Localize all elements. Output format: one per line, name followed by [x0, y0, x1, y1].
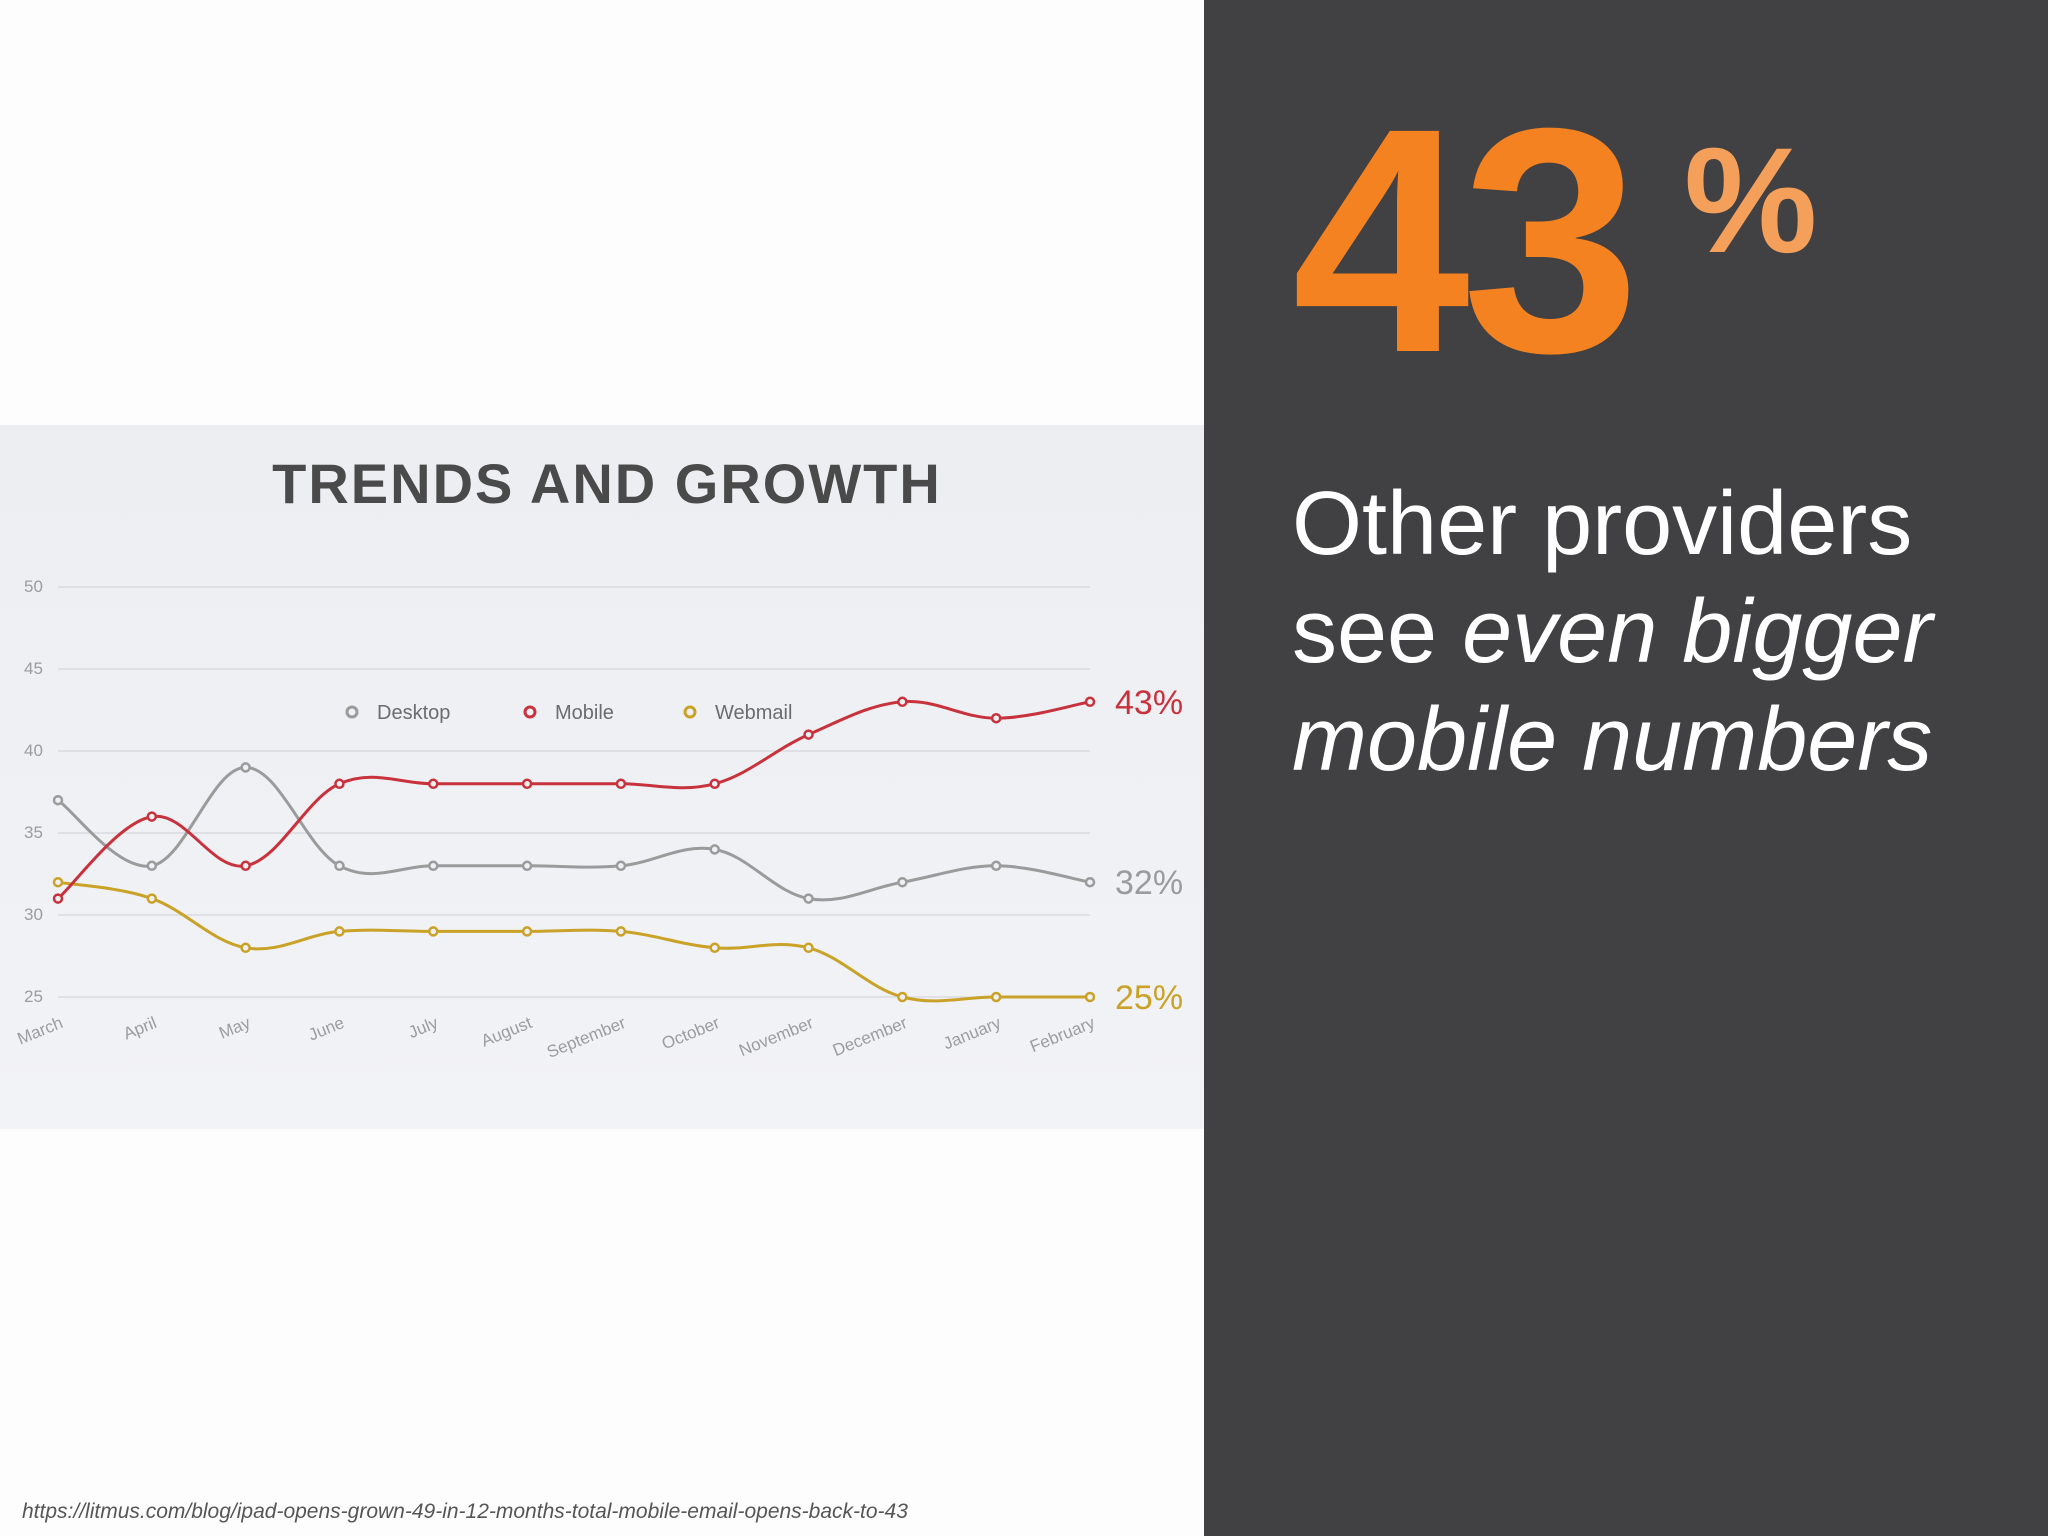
data-point-desktop — [709, 844, 720, 855]
data-point-mobile — [615, 778, 627, 790]
headline-emphasis-2: mobile numbers — [1292, 690, 1933, 790]
data-point-mobile — [240, 860, 251, 872]
big-stat-number: 43 — [1292, 61, 1640, 419]
data-point-desktop — [52, 794, 64, 806]
y-tick-label: 35 — [24, 823, 43, 842]
x-tick-label: March — [15, 1013, 66, 1048]
x-tick-label: August — [478, 1013, 534, 1051]
data-point-mobile — [709, 778, 720, 790]
legend: Desktop Mobile Webmail — [345, 702, 792, 724]
chart-panel: TRENDS AND GROWTH 50 45 40 35 30 25 March Apri… — [0, 425, 1204, 1129]
legend-label: Desktop — [377, 702, 450, 724]
source-url[interactable]: https://litmus.com/blog/ipad-opens-grown… — [22, 1500, 908, 1523]
x-tick-label: September — [544, 1013, 629, 1062]
series-layer — [52, 696, 1096, 1003]
big-stat-percent: % — [1684, 116, 1818, 284]
data-point-desktop — [146, 860, 158, 872]
line-chart: TRENDS AND GROWTH 50 45 40 35 30 25 March Apri… — [15, 452, 1183, 1062]
y-tick-label: 30 — [24, 905, 43, 924]
x-tick-label: December — [830, 1013, 910, 1060]
data-point-desktop — [615, 860, 627, 872]
end-label-desktop: 32% — [1115, 864, 1183, 902]
legend-marker — [683, 705, 697, 719]
headline-line1: Other providers — [1292, 474, 1913, 574]
x-tick-label: June — [306, 1013, 347, 1044]
left-panel: TRENDS AND GROWTH 50 45 40 35 30 25 March Apri… — [0, 425, 1204, 1523]
end-label-mobile: 43% — [1115, 684, 1183, 722]
data-point-desktop — [240, 762, 251, 773]
data-point-desktop — [1084, 876, 1096, 888]
x-tick-label: February — [1027, 1013, 1098, 1056]
y-tick-labels: 50 45 40 35 30 25 — [24, 577, 43, 1006]
data-point-webmail — [897, 991, 908, 1003]
data-point-desktop — [897, 876, 908, 888]
data-point-webmail — [52, 876, 64, 888]
data-point-mobile — [334, 778, 345, 790]
data-point-desktop — [334, 860, 345, 872]
data-point-webmail — [240, 942, 251, 954]
y-tick-label: 25 — [24, 987, 43, 1006]
x-tick-label: July — [406, 1013, 442, 1042]
data-point-mobile — [1084, 696, 1096, 708]
data-point-webmail — [334, 926, 345, 937]
series-line-webmail — [57, 880, 1090, 1003]
x-tick-labels: March April May June July August September Octo… — [15, 1013, 1098, 1062]
data-point-webmail — [709, 942, 720, 954]
headline-see: see — [1292, 582, 1463, 682]
data-point-mobile — [521, 778, 533, 790]
legend-label: Webmail — [715, 702, 792, 724]
data-point-webmail — [990, 991, 1002, 1003]
x-tick-label: October — [659, 1013, 722, 1053]
data-point-desktop — [990, 860, 1002, 872]
grid-layer — [58, 586, 1090, 998]
x-tick-label: November — [736, 1013, 816, 1060]
y-tick-label: 50 — [24, 577, 43, 596]
data-point-webmail — [521, 926, 533, 937]
data-point-desktop — [428, 860, 439, 872]
x-tick-label: May — [216, 1013, 253, 1043]
legend-marker — [345, 705, 359, 719]
data-point-mobile — [428, 778, 439, 790]
data-point-mobile — [146, 811, 158, 822]
data-point-mobile — [990, 712, 1002, 724]
data-point-mobile — [803, 729, 814, 740]
x-tick-label: January — [940, 1013, 1004, 1053]
right-panel: 43 % Other providers see even bigger mob… — [1204, 0, 2048, 1536]
data-point-webmail — [146, 893, 158, 904]
y-tick-label: 40 — [24, 741, 43, 760]
end-labels: 32% 25% 43% — [1115, 684, 1183, 1017]
headline-emphasis-1: even bigger — [1462, 582, 1933, 682]
data-point-webmail — [428, 926, 439, 937]
y-tick-label: 45 — [24, 659, 43, 678]
end-label-webmail: 25% — [1115, 979, 1183, 1017]
series-line-mobile — [57, 700, 1091, 900]
data-point-webmail — [1084, 991, 1096, 1003]
data-point-webmail — [615, 926, 627, 937]
x-tick-label: April — [121, 1013, 160, 1043]
data-point-mobile — [897, 696, 908, 708]
legend-label: Mobile — [555, 702, 614, 724]
data-point-webmail — [803, 942, 814, 954]
data-point-desktop — [521, 860, 533, 872]
data-point-desktop — [803, 893, 814, 904]
data-point-mobile — [52, 893, 64, 904]
chart-title: TRENDS AND GROWTH — [272, 452, 942, 515]
headline: Other providers see even bigger mobile n… — [1292, 470, 2022, 794]
legend-marker — [523, 705, 537, 719]
